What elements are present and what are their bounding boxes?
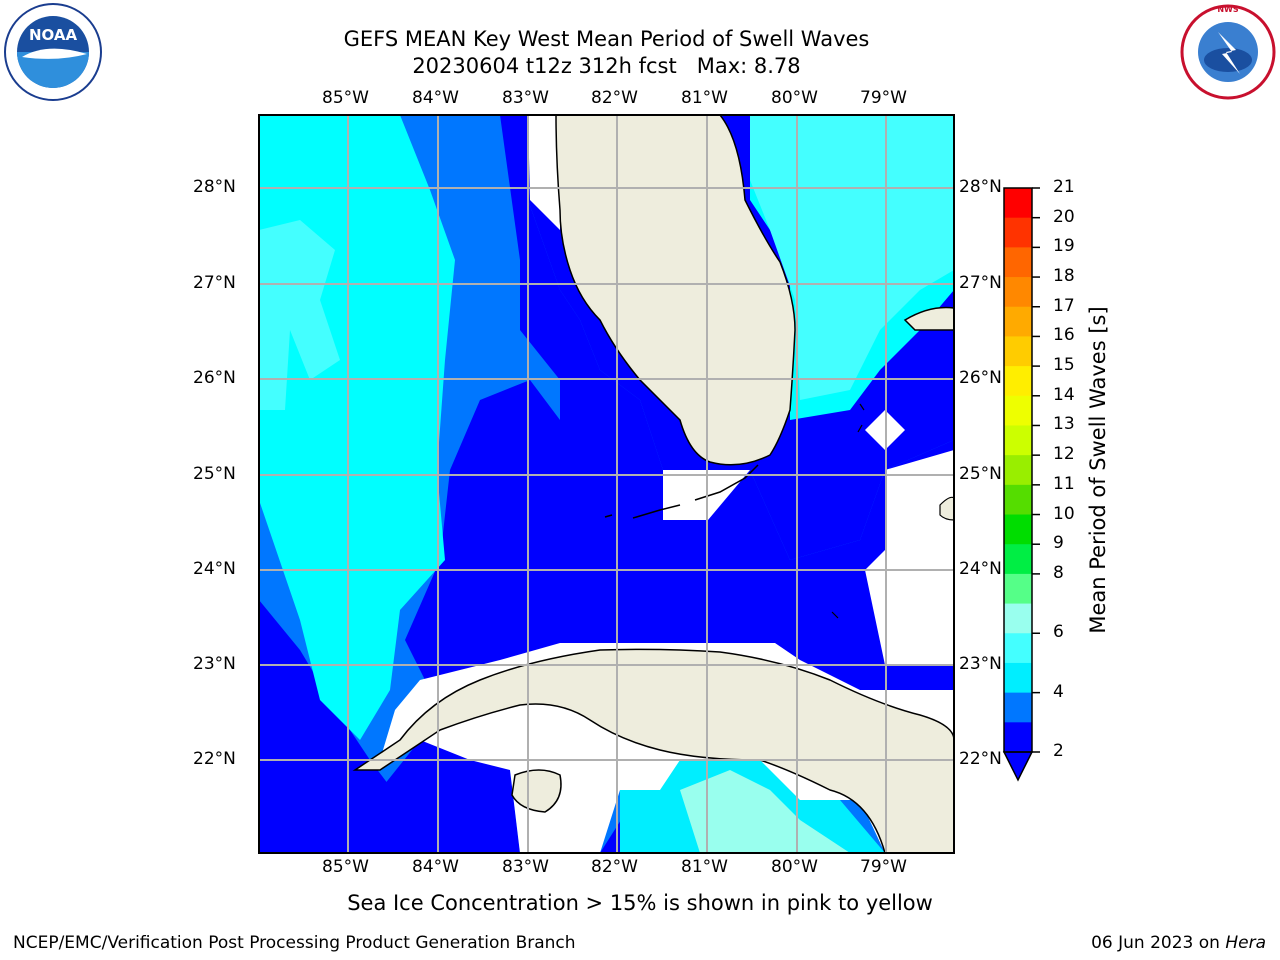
nws-logo-icon: NWS [1180, 4, 1276, 100]
colorbar-tick-label: 8 [1053, 562, 1064, 583]
colorbar-segment [1004, 722, 1032, 753]
colorbar-segment [1004, 484, 1032, 516]
colorbar-tick-label: 15 [1053, 355, 1075, 376]
lat-label-22n-left: 22°N [193, 749, 236, 769]
land-cuba [352, 648, 954, 853]
sea-ice-footnote: Sea Ice Concentration > 15% is shown in … [347, 891, 933, 915]
map-frame [258, 114, 955, 854]
chart-subtitle: 20230604 t12z 312h fcst Max: 8.78 [412, 54, 801, 78]
colorbar-tick-label: 10 [1053, 503, 1075, 524]
no-data-florida-gulf [528, 115, 560, 230]
colorbar-segment [1004, 217, 1032, 248]
credit-machine: Hera [1225, 933, 1266, 953]
colorbar-segment [1004, 306, 1032, 337]
lat-label-28n-right: 28°N [959, 177, 1002, 197]
colorbar-segment [1004, 603, 1032, 634]
lon-label-83w-bottom: 83°W [502, 857, 549, 877]
lon-label-85w-top: 85°W [322, 88, 369, 108]
swell-8-9-south [680, 770, 850, 853]
colorbar-segment [1004, 455, 1032, 486]
credit-date: 06 Jun 2023 on Hera [1091, 933, 1266, 953]
lat-label-25n-right: 25°N [959, 464, 1002, 484]
colorbar-tick-marks [1032, 187, 1040, 753]
colorbar-tick-label: 14 [1053, 384, 1075, 405]
lat-label-26n-right: 26°N [959, 368, 1002, 388]
lat-label-24n-right: 24°N [959, 559, 1002, 579]
land-andros [939, 496, 954, 521]
chart-title: GEFS MEAN Key West Mean Period of Swell … [343, 27, 870, 51]
colorbar-segment [1004, 247, 1032, 278]
colorbar-tick-label: 21 [1053, 177, 1075, 197]
lon-label-82w-top: 82°W [591, 88, 638, 108]
no-data-east [865, 450, 954, 665]
colorbar-tick-label: 4 [1053, 681, 1064, 702]
colorbar-tick-label: 20 [1053, 206, 1075, 227]
colorbar-segment [1004, 662, 1032, 694]
lon-label-84w-top: 84°W [412, 88, 459, 108]
lon-label-79w-bottom: 79°W [860, 857, 907, 877]
colorbar-segment [1004, 633, 1032, 664]
credit-date-text: 06 Jun 2023 on [1091, 933, 1220, 953]
lon-label-81w-top: 81°W [681, 88, 728, 108]
colorbar-frame [1003, 187, 1033, 753]
lat-label-23n-left: 23°N [193, 654, 236, 674]
lon-label-80w-top: 80°W [771, 88, 818, 108]
swell-8-9-east [750, 115, 954, 400]
colorbar-tick-label: 19 [1053, 236, 1075, 257]
svg-text:NOAA: NOAA [29, 26, 78, 44]
noaa-logo-icon: NOAA [4, 3, 102, 101]
lat-label-27n-left: 27°N [193, 273, 236, 293]
lat-label-22n-right: 22°N [959, 749, 1002, 769]
land-florida [555, 115, 796, 466]
colorbar-segment [1004, 336, 1032, 367]
lon-label-85w-bottom: 85°W [322, 857, 369, 877]
colorbar-tick-label: 9 [1053, 533, 1064, 554]
colorbar-tick-label: 11 [1053, 473, 1075, 494]
colorbar-segment [1004, 277, 1032, 308]
lat-label-26n-left: 26°N [193, 368, 236, 388]
lon-label-80w-bottom: 80°W [771, 857, 818, 877]
colorbar-segment [1004, 573, 1032, 605]
colorbar-segment [1004, 188, 1032, 219]
colorbar-segment [1004, 366, 1032, 397]
colorbar-tick-label: 18 [1053, 266, 1075, 287]
colorbar-segment [1004, 395, 1032, 426]
lon-label-84w-bottom: 84°W [412, 857, 459, 877]
colorbar-tick-label: 17 [1053, 295, 1075, 316]
colorbar-label: Mean Period of Swell Waves [s] [1086, 306, 1110, 634]
credit-branch: NCEP/EMC/Verification Post Processing Pr… [13, 933, 576, 953]
colorbar-tick-label: 13 [1053, 414, 1075, 435]
svg-text:NWS: NWS [1217, 5, 1239, 14]
colorbar-extend-triangle [1002, 751, 1034, 782]
swell-2-4-sw [259, 600, 440, 853]
colorbar-segment [1004, 544, 1032, 575]
colorbar-tick-label: 12 [1053, 444, 1075, 465]
colorbar-tick-label: 16 [1053, 325, 1075, 346]
lon-label-81w-bottom: 81°W [681, 857, 728, 877]
lat-label-28n-left: 28°N [193, 177, 236, 197]
map-gridlines [259, 115, 954, 853]
land-bahamas [903, 306, 954, 331]
colorbar [1004, 188, 1032, 753]
colorbar-tick-label: 2 [1053, 741, 1064, 761]
lon-label-79w-top: 79°W [860, 88, 907, 108]
lat-label-23n-right: 23°N [959, 654, 1002, 674]
lat-label-24n-left: 24°N [193, 559, 236, 579]
colorbar-tick-label: 6 [1053, 622, 1064, 643]
colorbar-segment [1004, 514, 1032, 545]
colorbar-segment [1004, 692, 1032, 723]
lat-label-27n-right: 27°N [959, 273, 1002, 293]
cay-islands [831, 403, 865, 619]
map-area [259, 115, 954, 853]
lon-label-83w-top: 83°W [502, 88, 549, 108]
lon-label-82w-bottom: 82°W [591, 857, 638, 877]
swell-8-9-region [259, 220, 340, 410]
lat-label-25n-left: 25°N [193, 464, 236, 484]
swell-2-4-core [405, 115, 954, 700]
land-isla-juventud [511, 769, 562, 813]
colorbar-segment [1004, 425, 1032, 456]
